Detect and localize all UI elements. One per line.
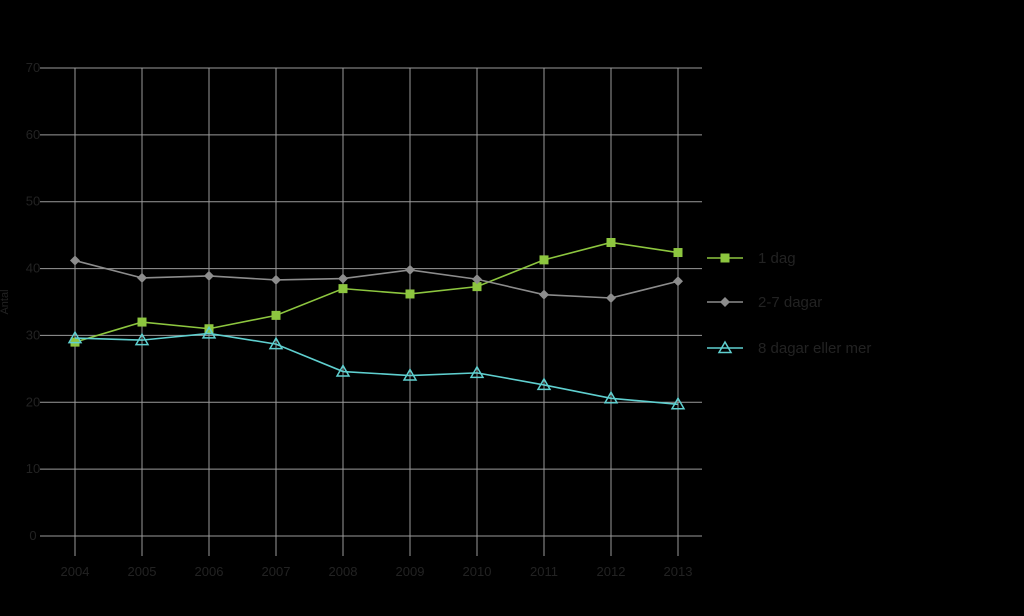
series-line — [74, 332, 679, 406]
legend-marker — [720, 297, 730, 307]
data-point — [606, 237, 616, 247]
x-tick-label: 2013 — [664, 564, 693, 579]
series-3 — [67, 325, 686, 410]
x-tick-label: 2007 — [262, 564, 291, 579]
legend: 1 dag 2-7 dagar 8 dagar eller mer — [707, 250, 871, 357]
data-point — [405, 264, 415, 275]
data-point — [268, 336, 284, 350]
x-tick-label: 2005 — [128, 564, 157, 579]
gridlines — [40, 67, 702, 556]
series-line — [74, 241, 679, 343]
y-tick-label: 70 — [26, 60, 40, 75]
data-point — [67, 330, 83, 344]
legend-item: 8 dagar eller mer — [707, 340, 871, 357]
data-point — [536, 377, 552, 391]
data-point — [271, 310, 281, 320]
data-point — [137, 272, 147, 283]
x-tick-label: 2012 — [597, 564, 626, 579]
data-point — [70, 255, 80, 266]
legend-label: 1 dag — [758, 250, 796, 267]
y-tick-label: 60 — [26, 127, 40, 142]
x-axis-ticks: 2004 2005 2006 2007 2008 2009 2010 2011 2012 2013 — [61, 564, 693, 579]
data-point — [472, 282, 482, 292]
y-tick-label: 50 — [26, 194, 40, 209]
data-point — [134, 332, 150, 346]
data-point — [137, 317, 147, 327]
y-tick-label: 10 — [26, 461, 40, 476]
data-point — [204, 270, 214, 281]
data-point — [405, 289, 415, 299]
legend-label: 8 dagar eller mer — [758, 340, 871, 357]
data-point — [539, 255, 549, 265]
y-tick-label: 0 — [29, 528, 36, 543]
legend-label: 2-7 dagar — [758, 294, 822, 311]
data-point — [402, 368, 418, 381]
data-point — [338, 284, 348, 294]
x-tick-label: 2010 — [463, 564, 492, 579]
legend-item: 1 dag — [707, 250, 796, 267]
data-point — [335, 364, 351, 377]
y-tick-label: 30 — [26, 327, 40, 342]
y-axis-title: Antal — [0, 289, 11, 314]
x-tick-label: 2008 — [329, 564, 358, 579]
x-tick-label: 2009 — [396, 564, 425, 579]
data-point — [606, 292, 616, 303]
legend-marker — [720, 253, 730, 263]
data-point — [271, 274, 281, 285]
data-point — [673, 248, 683, 258]
data-point — [472, 274, 482, 285]
data-point — [201, 325, 217, 339]
data-point — [539, 289, 549, 300]
y-tick-label: 20 — [26, 394, 40, 409]
data-point — [603, 390, 619, 404]
data-point — [338, 273, 348, 284]
y-axis-ticks: 0 10 20 30 40 50 60 70 — [26, 60, 40, 543]
data-point — [469, 365, 485, 379]
series-group — [67, 237, 686, 410]
data-point — [670, 396, 686, 410]
x-tick-label: 2011 — [530, 564, 558, 579]
legend-item: 2-7 dagar — [707, 294, 822, 311]
legend-marker — [717, 340, 733, 354]
series-2 — [70, 255, 683, 303]
x-tick-label: 2006 — [195, 564, 224, 579]
series-line — [74, 259, 679, 299]
y-tick-label: 40 — [26, 261, 40, 276]
data-point — [673, 276, 683, 287]
x-tick-label: 2004 — [61, 564, 90, 579]
